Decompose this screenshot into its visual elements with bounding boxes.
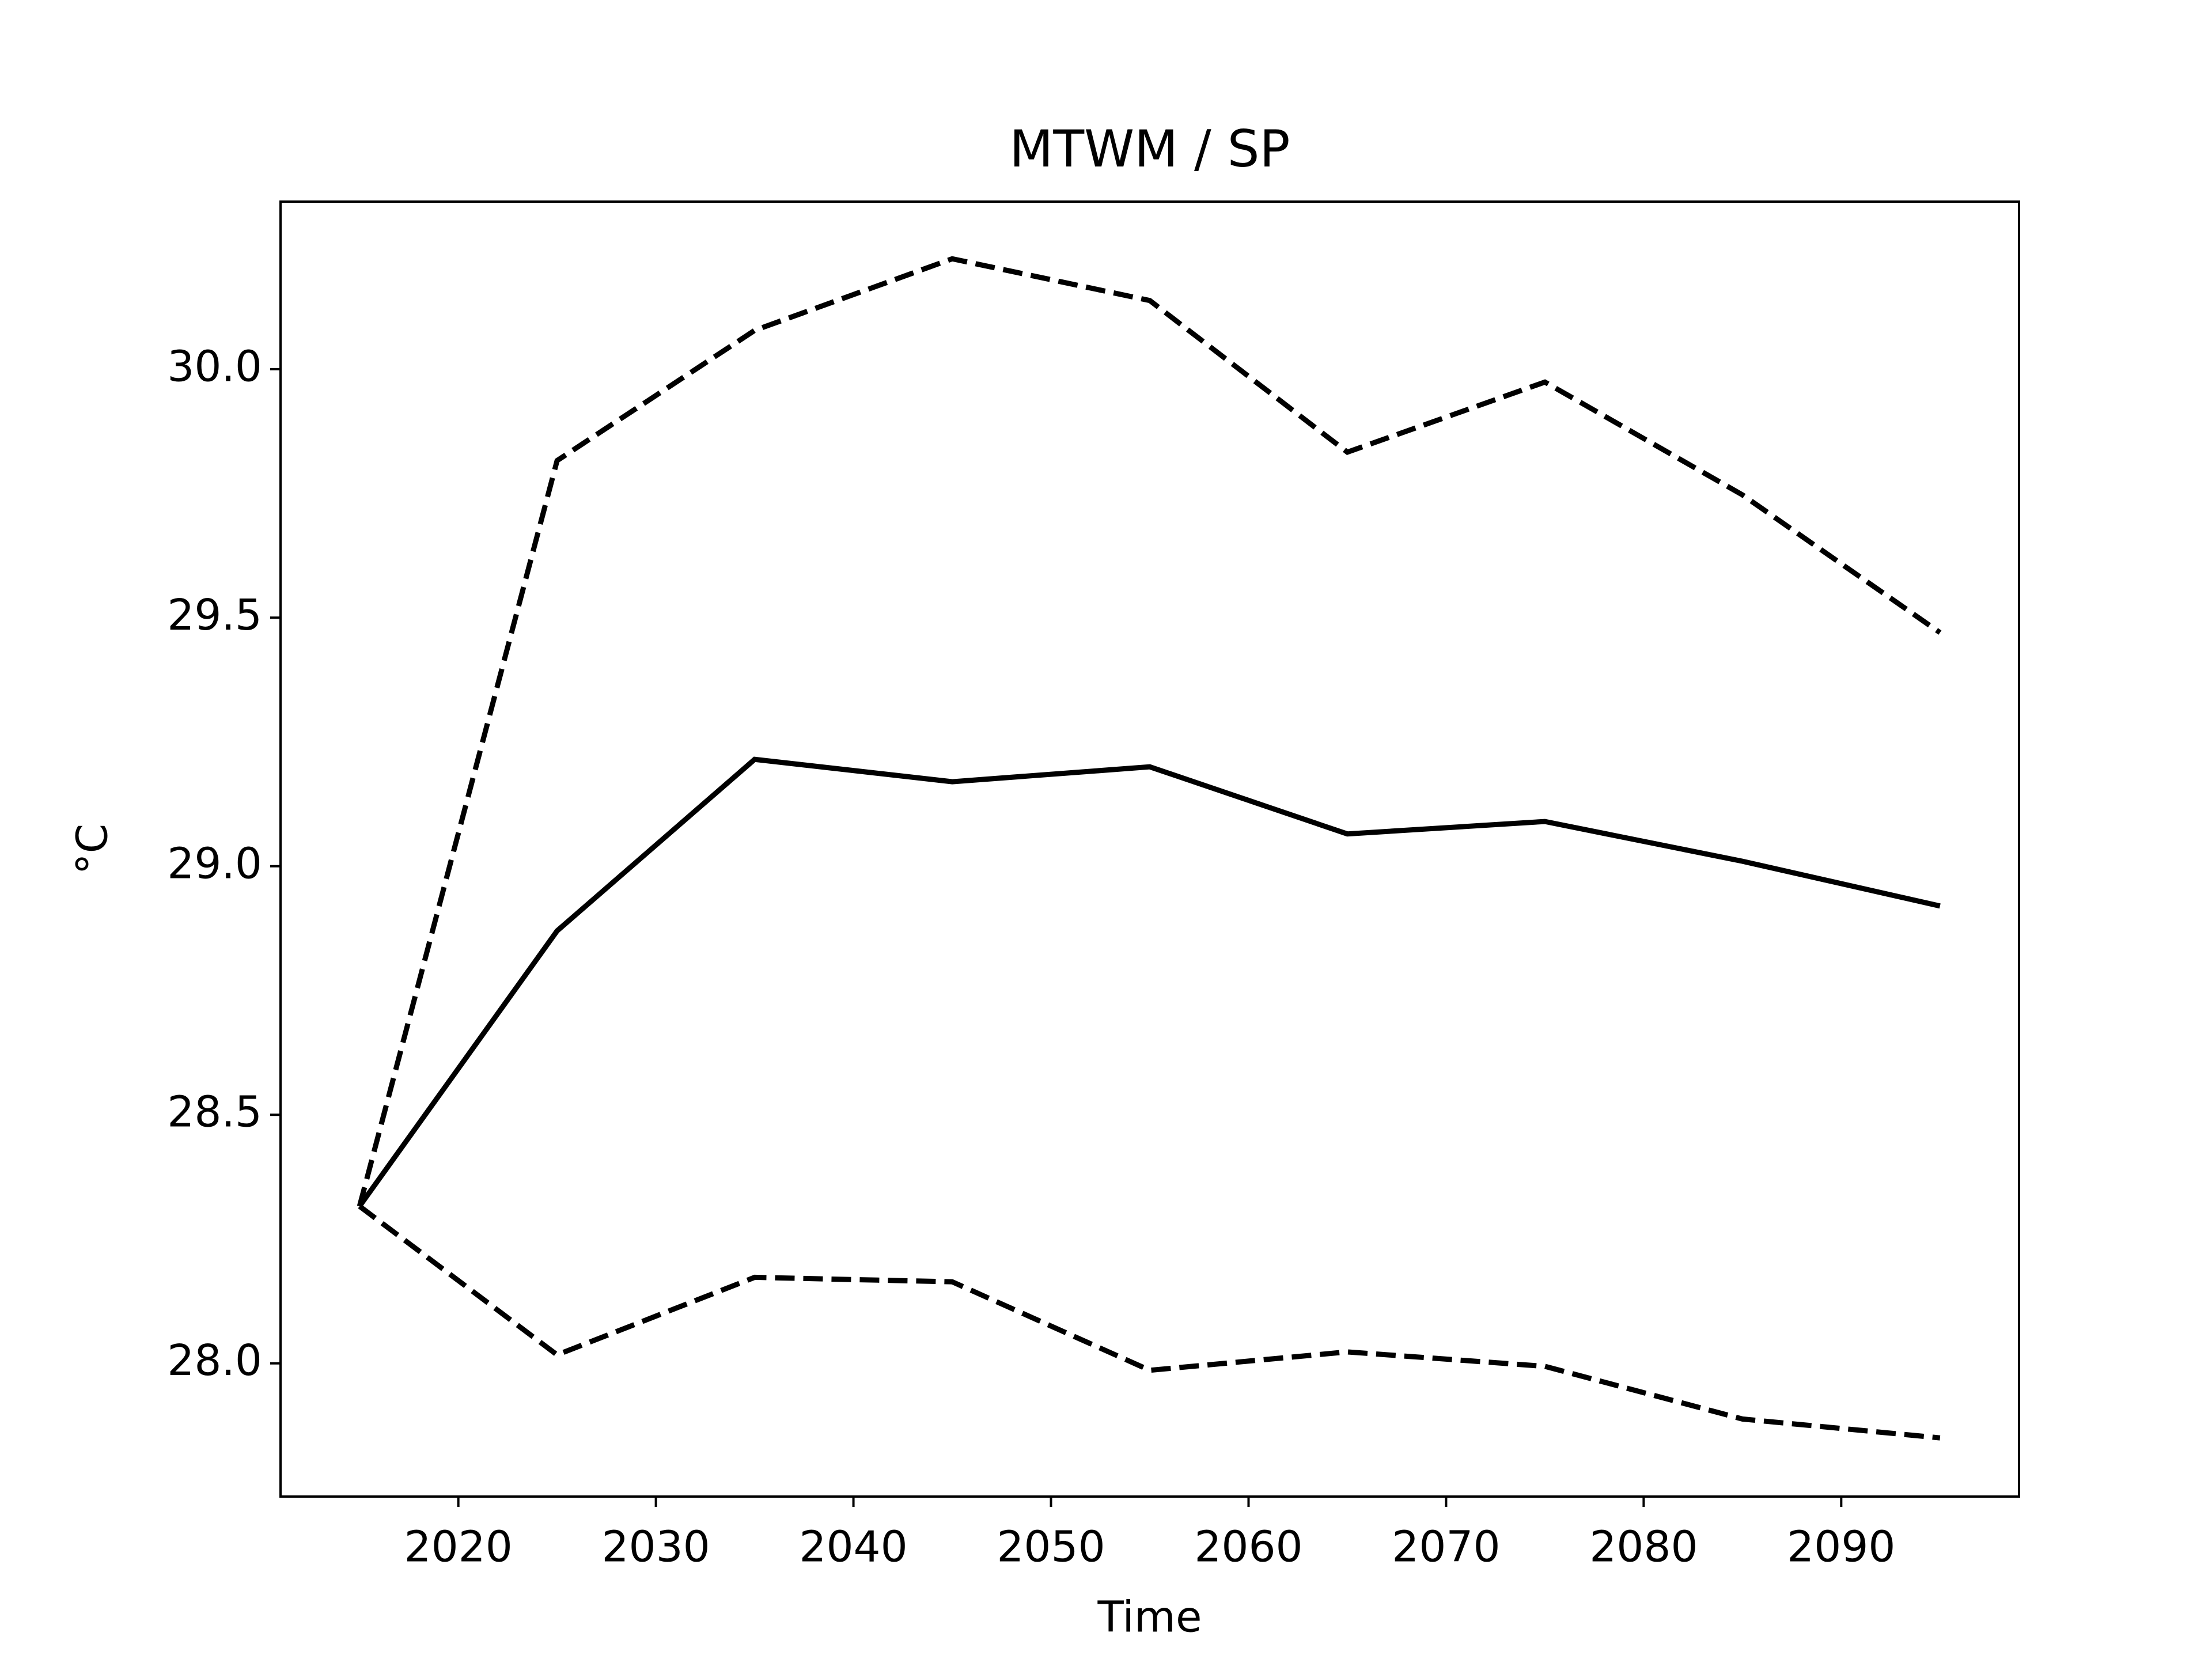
x-tick-label: 2080 [1589,1522,1698,1572]
series-line [357,256,1942,1207]
y-tick-label: 30.0 [167,342,262,391]
x-tick-label: 2030 [601,1522,710,1572]
x-axis-label: Time [1097,1593,1202,1642]
y-tick-label: 28.5 [167,1088,262,1137]
series-line [358,1204,1941,1441]
x-tick-label: 2020 [404,1522,512,1572]
x-tick-label: 2090 [1787,1522,1895,1572]
y-tick-label: 29.5 [167,590,262,640]
y-axis-label: °C [68,824,118,875]
x-tick-label: 2040 [799,1522,907,1572]
y-tick-label: 29.0 [167,839,262,888]
x-tick-label: 2050 [997,1522,1105,1572]
plot-frame [279,200,2020,1498]
y-tick-label: 28.0 [167,1336,262,1385]
x-tick-label: 2060 [1194,1522,1302,1572]
x-tick-label: 2070 [1392,1522,1500,1572]
chart-title: MTWM / SP [1009,119,1290,179]
series-line [357,756,1941,1208]
